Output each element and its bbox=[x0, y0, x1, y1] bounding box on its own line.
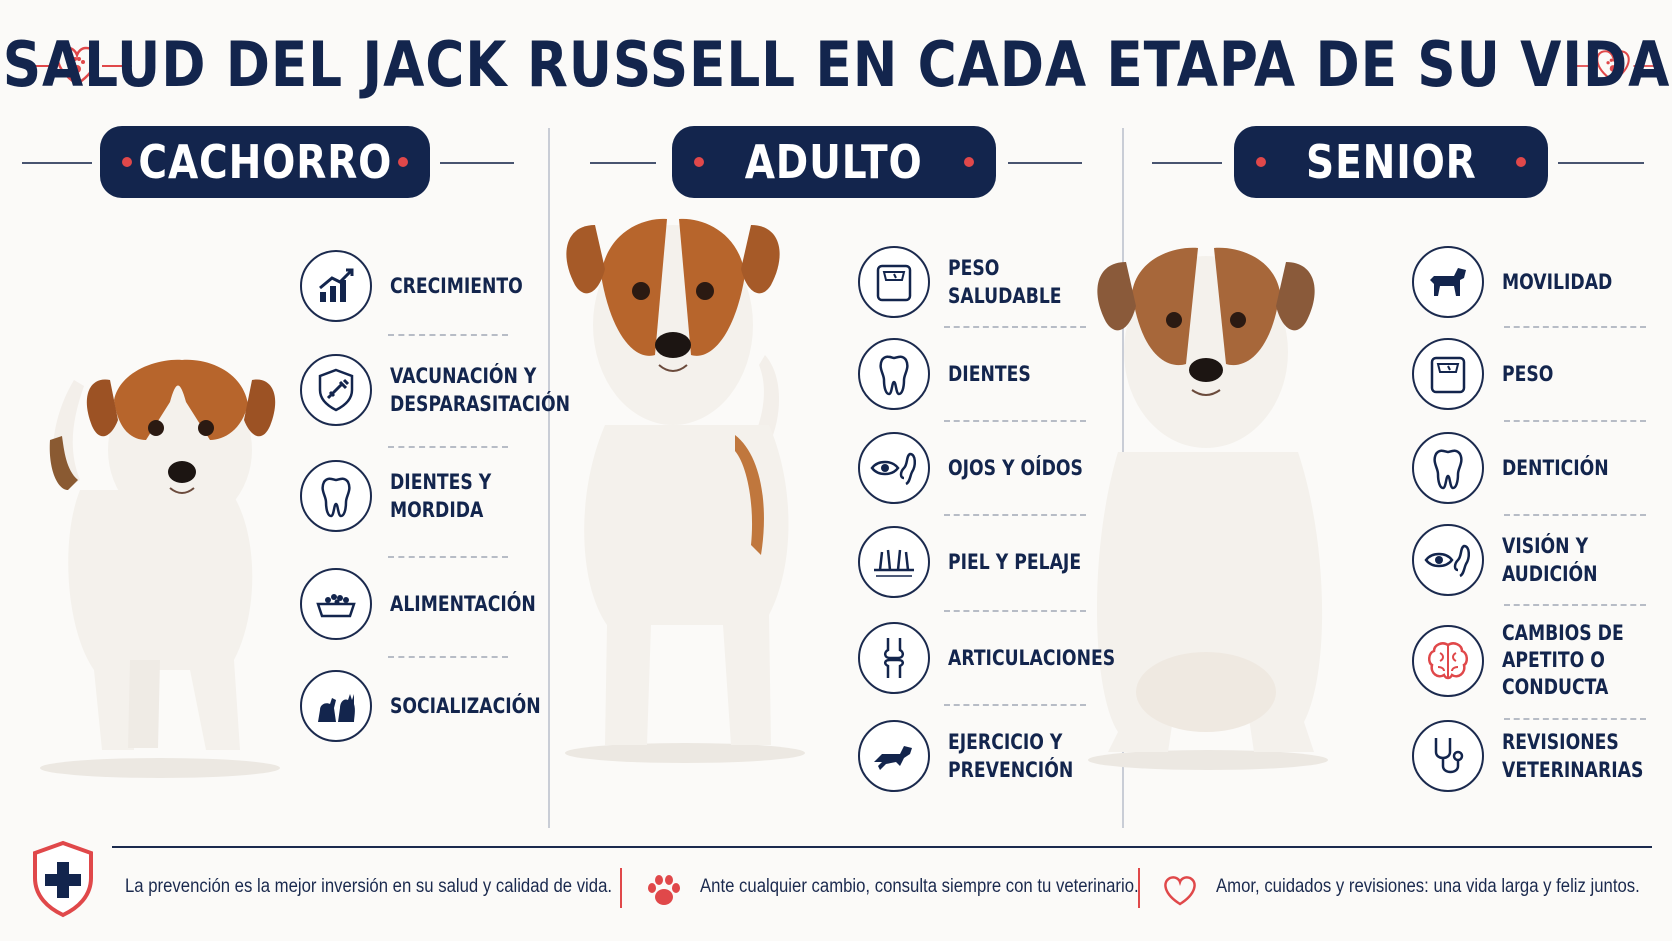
pill-line bbox=[1008, 162, 1082, 164]
item-label: ARTICULACIONES bbox=[948, 646, 1116, 670]
title-row: SALUD DEL JACK RUSSELL EN CADA ETAPA DE … bbox=[0, 14, 1672, 114]
item-dientes-mordida: DIENTES Y MORDIDA bbox=[300, 460, 580, 532]
separator bbox=[388, 556, 508, 558]
pill-line bbox=[590, 162, 656, 164]
stethoscope-icon bbox=[1412, 720, 1484, 792]
scale-icon bbox=[858, 246, 930, 318]
item-peso-saludable: PESO SALUDABLE bbox=[858, 246, 1138, 318]
item-label: VACUNACIÓN Y DESPARASITACIÓN bbox=[390, 364, 571, 416]
separator bbox=[1504, 604, 1646, 606]
heart-paw-icon bbox=[22, 46, 132, 86]
eye-ear-icon bbox=[1412, 524, 1484, 596]
item-alimentacion: ALIMENTACIÓN bbox=[300, 568, 580, 640]
tooth-icon bbox=[300, 460, 372, 532]
separator bbox=[388, 334, 508, 336]
item-ejercicio: EJERCICIO Y PREVENCIÓN bbox=[858, 720, 1138, 792]
scale-icon bbox=[1412, 338, 1484, 410]
item-piel-pelaje: PIEL Y PELAJE bbox=[858, 526, 1138, 598]
item-label: CRECIMIENTO bbox=[390, 274, 523, 298]
stage-title: SENIOR bbox=[1305, 135, 1477, 189]
stage-pill-adulto: ADULTO bbox=[672, 126, 996, 198]
brain-icon bbox=[1412, 624, 1484, 697]
tooth-icon bbox=[1412, 432, 1484, 504]
item-label: ALIMENTACIÓN bbox=[390, 592, 536, 616]
item-denticion: DENTICIÓN bbox=[1412, 432, 1672, 504]
paw-icon bbox=[648, 875, 680, 905]
pill-line bbox=[1152, 162, 1222, 164]
item-label: REVISIONES VETERINARIAS bbox=[1502, 730, 1644, 782]
item-dientes: DIENTES bbox=[858, 338, 1138, 410]
item-label: PESO SALUDABLE bbox=[948, 256, 1062, 308]
item-cambios-conducta: CAMBIOS DE APETITO O CONDUCTA bbox=[1412, 620, 1672, 701]
stage-title: CACHORRO bbox=[138, 135, 392, 189]
item-label: DIENTES bbox=[948, 362, 1031, 386]
item-label: DENTICIÓN bbox=[1502, 456, 1609, 480]
item-socializacion: SOCIALIZACIÓN bbox=[300, 670, 580, 742]
column-divider bbox=[548, 128, 550, 828]
item-articulaciones: ARTICULACIONES bbox=[858, 622, 1138, 694]
separator bbox=[944, 704, 1086, 706]
footer-message: La prevención es la mejor inversión en s… bbox=[125, 876, 613, 897]
tooth-icon bbox=[858, 338, 930, 410]
item-revisiones: REVISIONES VETERINARIAS bbox=[1412, 720, 1672, 792]
footer-divider bbox=[112, 846, 1652, 848]
heart-icon bbox=[1164, 876, 1196, 906]
separator bbox=[1504, 718, 1646, 720]
item-label: EJERCICIO Y PREVENCIÓN bbox=[948, 730, 1074, 782]
growth-chart-icon bbox=[300, 250, 372, 322]
separator bbox=[944, 514, 1086, 516]
medical-shield-icon bbox=[33, 840, 93, 918]
item-label: CAMBIOS DE APETITO O CONDUCTA bbox=[1502, 621, 1624, 699]
item-label: OJOS Y OÍDOS bbox=[948, 456, 1083, 480]
puppy-illustration bbox=[40, 359, 280, 778]
item-label: PIEL Y PELAJE bbox=[948, 550, 1082, 574]
joint-icon bbox=[858, 622, 930, 694]
item-label: SOCIALIZACIÓN bbox=[390, 694, 541, 718]
dog-cat-icon bbox=[300, 670, 372, 742]
footer-separator bbox=[620, 868, 622, 908]
food-bowl-icon bbox=[300, 568, 372, 640]
item-peso: PESO bbox=[1412, 338, 1672, 410]
adult-dog-illustration bbox=[565, 218, 805, 763]
footer-message: Amor, cuidados y revisiones: una vida la… bbox=[1216, 876, 1640, 897]
separator bbox=[944, 326, 1086, 328]
separator bbox=[944, 420, 1086, 422]
senior-dog-illustration bbox=[1088, 247, 1328, 770]
item-label: MOVILIDAD bbox=[1502, 270, 1613, 294]
page-title: SALUD DEL JACK RUSSELL EN CADA ETAPA DE … bbox=[2, 27, 1670, 101]
running-dog-icon bbox=[858, 720, 930, 792]
heart-paw-icon bbox=[1568, 50, 1658, 82]
stage-title: ADULTO bbox=[745, 135, 923, 189]
item-vision-audicion: VISIÓN Y AUDICIÓN bbox=[1412, 524, 1672, 596]
separator bbox=[388, 656, 508, 658]
item-label: DIENTES Y MORDIDA bbox=[390, 470, 492, 522]
walking-dog-icon bbox=[1412, 246, 1484, 318]
separator bbox=[1504, 514, 1646, 516]
footer-separator bbox=[1138, 868, 1140, 908]
separator bbox=[1504, 420, 1646, 422]
pill-line bbox=[440, 162, 514, 164]
stage-pill-senior: SENIOR bbox=[1234, 126, 1548, 198]
vaccine-shield-icon bbox=[300, 354, 372, 426]
separator bbox=[944, 610, 1086, 612]
item-label: VISIÓN Y AUDICIÓN bbox=[1502, 534, 1598, 586]
eye-ear-icon bbox=[858, 432, 930, 504]
item-movilidad: MOVILIDAD bbox=[1412, 246, 1672, 318]
footer-message: Ante cualquier cambio, consulta siempre … bbox=[700, 876, 1139, 897]
separator bbox=[388, 446, 508, 448]
separator bbox=[1504, 326, 1646, 328]
pill-line bbox=[1558, 162, 1644, 164]
item-crecimiento: CRECIMIENTO bbox=[300, 250, 580, 322]
item-vacunacion: VACUNACIÓN Y DESPARASITACIÓN bbox=[300, 354, 580, 426]
stage-pill-cachorro: CACHORRO bbox=[100, 126, 430, 198]
pill-line bbox=[22, 162, 92, 164]
item-ojos-oidos: OJOS Y OÍDOS bbox=[858, 432, 1138, 504]
skin-hair-icon bbox=[858, 526, 930, 598]
item-label: PESO bbox=[1502, 362, 1554, 386]
